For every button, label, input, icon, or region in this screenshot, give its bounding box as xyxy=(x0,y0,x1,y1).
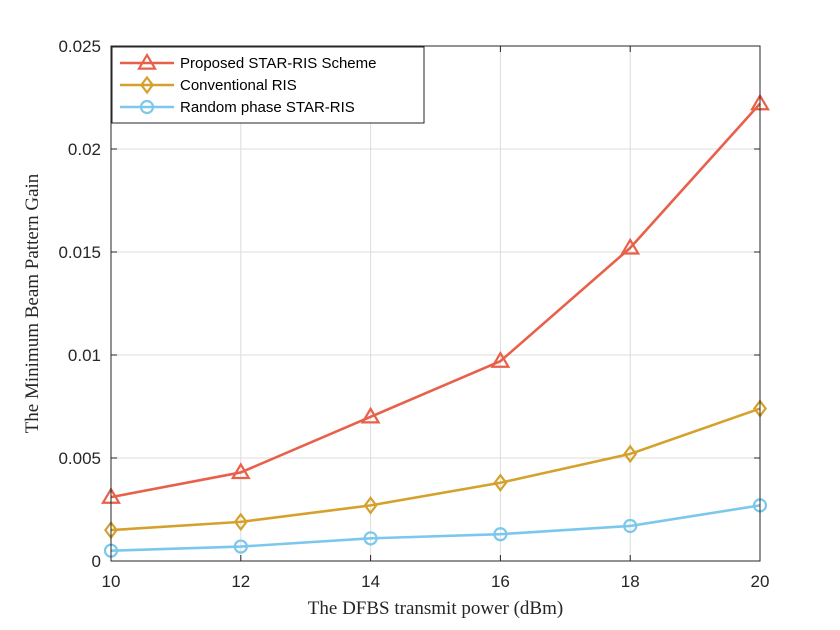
data-point-diamond xyxy=(233,512,248,532)
y-tick-label: 0.025 xyxy=(58,37,101,56)
grid-lines xyxy=(110,45,761,562)
legend: Proposed STAR-RIS Scheme Conventional RIS… xyxy=(111,46,425,124)
data-point-circle xyxy=(493,527,508,542)
data-point-diamond xyxy=(363,496,378,515)
series-line xyxy=(110,102,761,499)
legend-marker-circle xyxy=(139,99,155,115)
data-point-triangle xyxy=(230,462,251,480)
x-tick-label: 14 xyxy=(361,572,380,591)
data-point-diamond xyxy=(623,444,638,464)
y-tick-label: 0.015 xyxy=(58,243,101,262)
x-tick-label: 12 xyxy=(231,572,250,591)
legend-marker-diamond xyxy=(140,75,154,95)
x-tick-label: 20 xyxy=(751,572,770,591)
data-point-circle xyxy=(233,539,248,554)
legend-label: Random phase STAR-RIS xyxy=(180,99,355,116)
series-line xyxy=(110,504,761,552)
axes-box xyxy=(110,45,761,562)
data-point-diamond xyxy=(493,473,508,493)
legend-entry: Random phase STAR-RIS xyxy=(120,99,355,116)
tick-labels: 10 12 14 16 18 20 0 0.005 0.01 0.015 0.02 0.025 xyxy=(58,37,769,591)
legend-entry: Conventional RIS xyxy=(120,75,297,95)
y-axis-label: The Minimum Beam Pattern Gain xyxy=(22,173,43,433)
legend-entry: Proposed STAR-RIS Scheme xyxy=(120,52,376,72)
legend-label: Proposed STAR-RIS Scheme xyxy=(180,55,376,72)
y-tick-label: 0.02 xyxy=(68,140,101,159)
x-tick-label: 18 xyxy=(621,572,640,591)
data-point-triangle xyxy=(360,406,381,424)
series-line xyxy=(110,407,761,532)
x-tick-label: 16 xyxy=(491,572,510,591)
data-point-triangle xyxy=(620,237,641,255)
x-tick-label: 10 xyxy=(102,572,121,591)
data-point-circle xyxy=(363,531,378,546)
series-2 xyxy=(104,399,767,540)
y-tick-label: 0.01 xyxy=(68,346,101,365)
data-point-circle xyxy=(623,518,638,534)
y-tick-label: 0.005 xyxy=(58,449,101,468)
y-tick-label: 0 xyxy=(92,552,101,571)
legend-label: Conventional RIS xyxy=(180,77,297,94)
data-point-triangle xyxy=(490,351,511,368)
legend-marker-triangle xyxy=(137,52,157,70)
x-axis-label: The DFBS transmit power (dBm) xyxy=(308,598,563,619)
